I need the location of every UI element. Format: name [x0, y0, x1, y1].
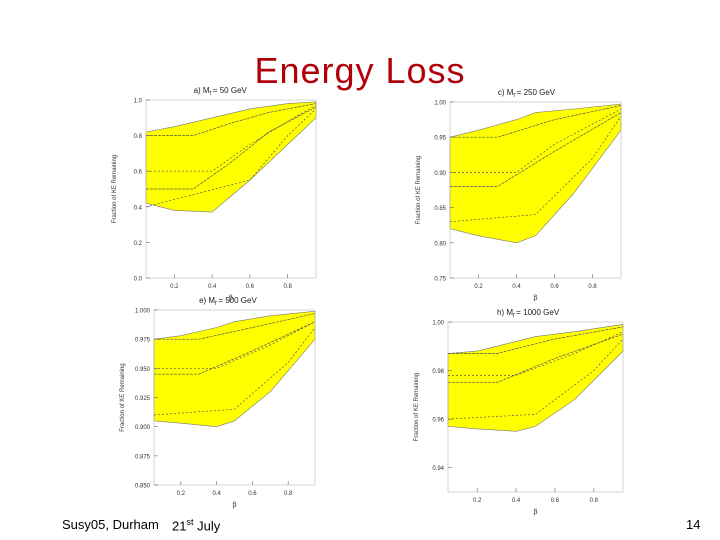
footer-left: Susy05, Durham [62, 517, 159, 532]
x-tick-label: 0.8 [283, 284, 292, 290]
panel-c: 1.00 0.95 0.90 0.85 0.80 0.75 0.2 0.4 0.6 0.8 β Fra… [398, 88, 633, 310]
y-tick-label: 0.875 [135, 454, 151, 460]
y-tick-label: 1.00 [434, 101, 446, 107]
band-area [447, 324, 624, 432]
y-axis-label: Fraction of KE Remaining [416, 156, 422, 224]
y-tick-label: 0.0 [134, 277, 143, 283]
y-tick-label: 0.80 [434, 241, 446, 247]
y-tick-label: 0.85 [434, 206, 446, 212]
panel-title-value: = 50 GeV [213, 86, 248, 95]
x-tick-label: 0.6 [248, 491, 257, 497]
panel-title: e) M̃l = 500 GeV [199, 296, 257, 307]
y-tick-label: 0.95 [434, 136, 446, 142]
x-tick-label: 0.8 [590, 498, 599, 504]
x-tick-label: 0.6 [551, 498, 560, 504]
y-tick-label: 0.975 [135, 338, 151, 344]
y-tick-label: 0.2 [134, 241, 143, 247]
y-tick-label: 0.925 [135, 396, 151, 402]
panel-title: c) M̃l = 250 GeV [498, 88, 556, 99]
band-area [145, 101, 317, 213]
panel-title-value: = 500 GeV [218, 296, 257, 305]
panel-title-subscript: ̃l [214, 301, 217, 307]
panel-title-subscript: ̃l [209, 91, 212, 97]
y-tick-label: 0.850 [135, 484, 151, 490]
curve-4 [153, 327, 316, 416]
plot-frame [145, 99, 317, 279]
panel-a: 1.0 0.8 0.6 0.4 0.2 0.0 0.2 0.4 0.6 0.8 β Fraction … [98, 80, 328, 310]
footer-date-day: 21 [172, 518, 187, 534]
panel-title: h) M̃l = 1000 GeV [497, 308, 560, 319]
chart-e: 1.000 0.975 0.950 0.925 0.900 0.875 0.850 0.2 0.… [120, 296, 316, 509]
curve-1 [450, 105, 622, 138]
curve-1 [154, 313, 316, 340]
y-tick-label: 0.8 [134, 134, 143, 140]
slide-title: Energy Loss [254, 50, 466, 91]
chart-h: 1.00 0.98 0.96 0.94 0.2 0.4 0.6 0.8 β Fraction of… [414, 308, 624, 516]
x-axis-label: β [533, 508, 537, 516]
curve-3 [154, 321, 316, 375]
footer-date-month: July [197, 518, 221, 534]
x-axis-label: β [533, 294, 537, 302]
x-axis-label: β [229, 294, 233, 302]
footer-date: 21st July [172, 517, 220, 533]
footer-date-suffix: st [186, 517, 194, 527]
page-number: 14 [686, 517, 701, 532]
x-tick-label: 0.6 [246, 284, 255, 290]
panel-title: a) M̃l = 50 GeV [194, 86, 248, 97]
x-tick-label: 0.6 [550, 284, 559, 290]
panel-title-subscript: ̃l [512, 93, 515, 99]
curve-4 [449, 115, 622, 223]
x-axis-label: β [232, 501, 236, 509]
curve-4 [145, 108, 317, 208]
curve-2 [450, 108, 622, 173]
panel-title-subscript: ̃l [512, 313, 515, 319]
y-tick-label: 0.96 [432, 418, 444, 424]
panel-h: 1.00 0.98 0.96 0.94 0.2 0.4 0.6 0.8 β Fraction of… [390, 300, 635, 522]
x-tick-label: 0.2 [170, 284, 179, 290]
curve-1 [448, 326, 624, 354]
y-axis-label: Fraction of KE Remaining [120, 363, 126, 431]
x-tick-label: 0.8 [588, 284, 597, 290]
y-tick-label: 1.00 [432, 321, 444, 327]
curve-3 [448, 333, 624, 384]
panel-title-value: = 1000 GeV [516, 308, 560, 317]
y-tick-label: 0.6 [134, 170, 143, 176]
x-tick-label: 0.4 [212, 491, 221, 497]
x-tick-label: 0.2 [177, 491, 186, 497]
plot-frame [449, 101, 622, 279]
y-tick-label: 0.950 [135, 367, 151, 373]
y-tick-label: 0.75 [434, 277, 446, 283]
y-tick-label: 1.000 [135, 309, 151, 315]
chart-c: 1.00 0.95 0.90 0.85 0.80 0.75 0.2 0.4 0.6 0.8 β Fra… [416, 88, 622, 302]
chart-a: 1.0 0.8 0.6 0.4 0.2 0.0 0.2 0.4 0.6 0.8 β Fraction … [112, 86, 317, 302]
curve-3 [146, 106, 317, 190]
curve-3 [450, 112, 622, 187]
curve-2 [146, 104, 317, 172]
curve-4 [447, 338, 624, 420]
y-tick-label: 0.94 [432, 466, 444, 472]
x-tick-label: 0.2 [474, 284, 483, 290]
y-axis-label: Fraction of KE Remaining [414, 373, 420, 441]
y-tick-label: 1.0 [134, 99, 143, 105]
y-tick-label: 0.98 [432, 369, 444, 375]
y-axis-label: Fraction of KE Remaining [112, 155, 118, 223]
x-tick-label: 0.2 [473, 498, 482, 504]
x-tick-label: 0.4 [512, 498, 521, 504]
x-tick-label: 0.8 [284, 491, 293, 497]
y-tick-label: 0.90 [434, 171, 446, 177]
plot-frame [447, 321, 624, 493]
band-area [449, 103, 622, 244]
y-tick-label: 0.900 [135, 425, 151, 431]
y-tick-label: 0.4 [134, 205, 143, 211]
panel-e: 1.000 0.975 0.950 0.925 0.900 0.875 0.850 0.2 0.… [92, 290, 327, 515]
curve-1 [146, 103, 317, 136]
x-tick-label: 0.4 [208, 284, 217, 290]
x-tick-label: 0.4 [512, 284, 521, 290]
panel-title-value: = 250 GeV [517, 88, 556, 97]
